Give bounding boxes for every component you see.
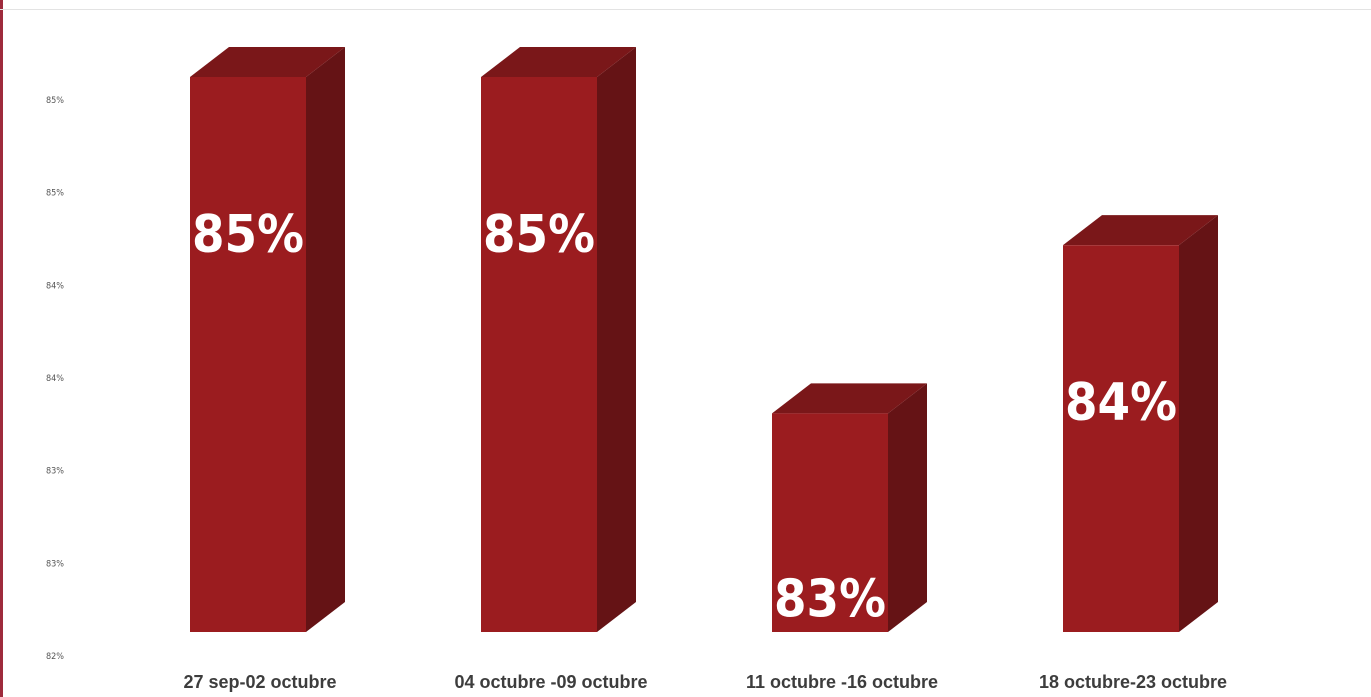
bar-front-face [190, 77, 306, 632]
bar-2: 85% [481, 47, 636, 632]
left-accent-border [0, 0, 3, 697]
bars-group: 85% 85% 83% 84% [190, 47, 1218, 632]
y-tick-label: 85% [46, 96, 64, 106]
bar-1: 85% [190, 47, 345, 632]
y-axis: 85% 85% 84% 84% 83% 83% 82% [46, 96, 64, 662]
y-tick-label: 82% [46, 652, 64, 662]
bar-value-label: 85% [192, 205, 304, 265]
bar-4: 84% [1063, 215, 1218, 632]
x-category-label: 18 octubre-23 octubre [1039, 672, 1227, 692]
bar-front-face [481, 77, 597, 632]
bar-top-face [772, 383, 927, 414]
bar-top-face [190, 47, 345, 77]
bar-side-face [306, 47, 345, 632]
y-tick-label: 83% [46, 467, 64, 477]
y-tick-label: 85% [46, 189, 64, 199]
x-category-label: 27 sep-02 octubre [183, 672, 336, 692]
x-axis: 27 sep-02 octubre 04 octubre -09 octubre 1… [183, 672, 1227, 692]
bar-front-face [772, 413, 888, 632]
x-category-label: 11 octubre -16 octubre [746, 672, 938, 692]
bar-side-face [1179, 215, 1218, 632]
bar-top-face [1063, 215, 1218, 246]
bar-side-face [597, 47, 636, 632]
bar-value-label: 84% [1065, 373, 1177, 433]
bar-top-face [481, 47, 636, 77]
bar-front-face [1063, 245, 1179, 632]
y-tick-label: 83% [46, 559, 64, 569]
bar-value-label: 85% [483, 205, 595, 265]
top-divider [0, 9, 1371, 10]
y-tick-label: 84% [46, 374, 64, 384]
bar-side-face [888, 383, 927, 632]
bar-3: 83% [772, 383, 927, 632]
y-tick-label: 84% [46, 281, 64, 291]
x-category-label: 04 octubre -09 octubre [454, 672, 647, 692]
bar-value-label: 83% [774, 569, 886, 629]
